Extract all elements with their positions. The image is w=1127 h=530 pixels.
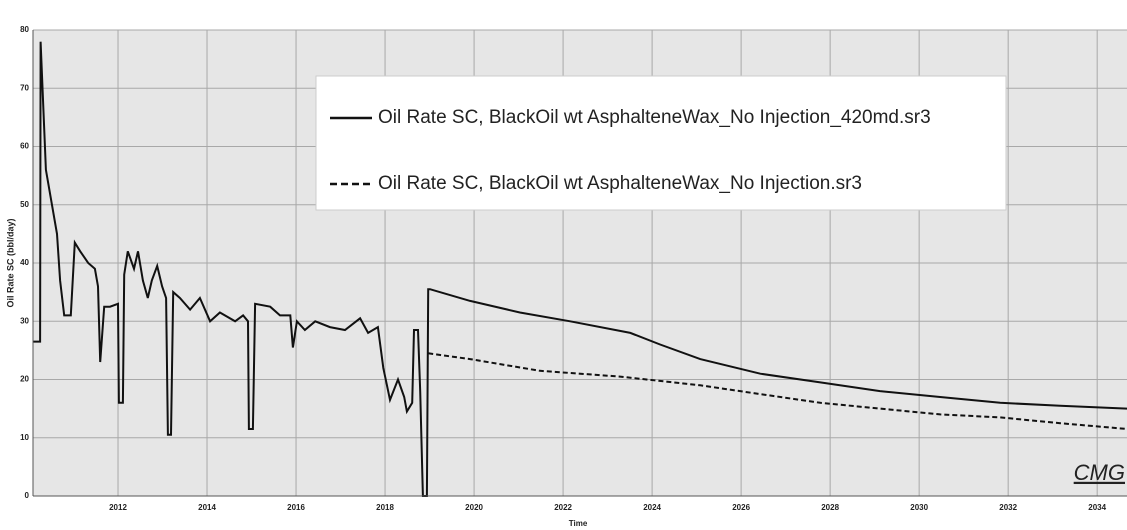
x-tick-label: 2022 [554,503,572,512]
grid [33,29,1127,497]
y-tick-label: 70 [20,83,29,92]
x-tick-label: 2018 [376,503,394,512]
y-tick-label: 20 [20,375,29,384]
x-tick-label: 2032 [999,503,1017,512]
x-tick-label: 2016 [287,503,305,512]
x-tick-label: 2012 [109,503,127,512]
y-axis-label: Oil Rate SC (bbl/day) [5,218,15,307]
legend-label: Oil Rate SC, BlackOil wt AsphalteneWax_N… [378,173,862,194]
legend-box [315,75,1007,211]
y-tick-label: 80 [20,25,29,34]
x-axis-label: Time [569,519,588,528]
lines [33,41,1127,497]
y-tick-label: 40 [20,258,29,267]
y-tick-label: 60 [20,142,29,151]
x-tick-label: 2020 [465,503,483,512]
legend-label: Oil Rate SC, BlackOil wt AsphalteneWax_N… [378,107,931,128]
y-tick-label: 30 [20,316,29,325]
y-tick-label: 10 [20,433,29,442]
x-tick-label: 2034 [1088,503,1106,512]
x-tick-label: 2030 [910,503,928,512]
y-tick-label: 0 [25,491,30,500]
x-tick-label: 2014 [198,503,216,512]
y-tick-label: 50 [20,200,29,209]
x-tick-label: 2028 [821,503,839,512]
series-line [33,41,1127,497]
series-line [428,352,1127,430]
x-tick-label: 2024 [643,503,661,512]
x-tick-label: 2026 [732,503,750,512]
logo: CMG [1074,460,1125,485]
legend: Oil Rate SC, BlackOil wt AsphalteneWax_N… [315,75,1007,211]
